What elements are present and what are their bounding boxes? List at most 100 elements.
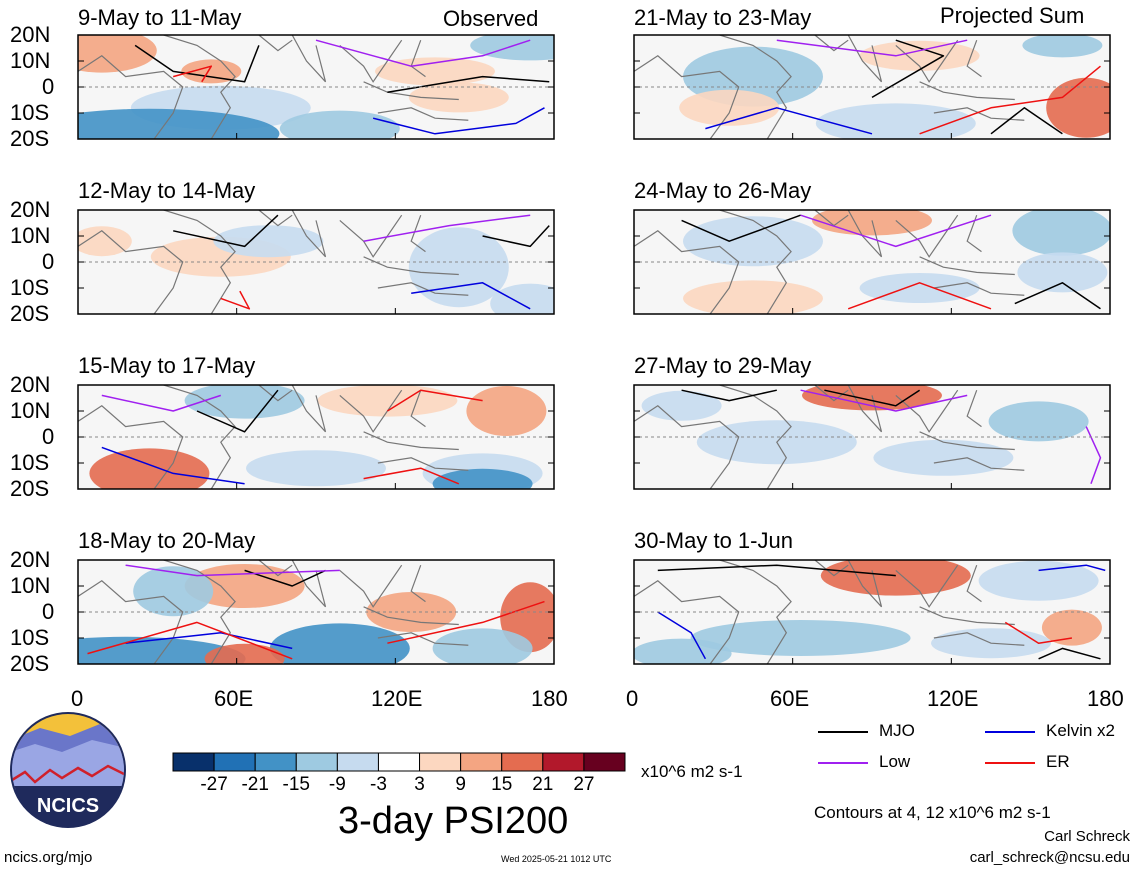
map-panel-1-0 <box>634 35 1110 139</box>
er-contour <box>363 467 460 485</box>
coastline <box>291 385 327 433</box>
y-tick-label: 20S <box>10 476 50 501</box>
kelvin-contour <box>372 107 545 135</box>
psi-anomaly-blob <box>470 35 554 61</box>
colorbar-tick-label: -3 <box>370 774 387 795</box>
psi-anomaly-blob <box>1012 210 1110 256</box>
x-tick-0-left: 0 <box>71 686 84 711</box>
coastline <box>933 107 1025 121</box>
colorbar-tick-label: -9 <box>328 774 346 795</box>
coastline <box>847 210 883 258</box>
legend-label-mjo: MJO <box>879 721 915 740</box>
footer-url[interactable]: ncics.org/mjo <box>4 849 93 866</box>
colorbar-swatch <box>501 752 544 772</box>
coastline <box>258 385 293 402</box>
y-tick-label: 20N <box>10 22 51 47</box>
y-tick-label: 20N <box>10 547 51 572</box>
y-tick-label: 20S <box>10 301 50 326</box>
colorbar-swatch <box>460 752 503 772</box>
psi-anomaly-blob <box>978 560 1099 601</box>
colorbar-swatch <box>295 752 338 772</box>
mjo-contour <box>134 44 260 83</box>
y-tick-label: 10S <box>10 275 50 300</box>
coastline <box>919 256 1015 276</box>
map-panel-0-0 <box>78 35 554 139</box>
colorbar-units: x10^6 m2 s-1 <box>641 762 743 781</box>
chart-title: 3-day PSI200 <box>338 800 569 842</box>
mjo-contour <box>196 389 279 433</box>
y-tick-label: 10N <box>10 573 51 598</box>
coastline <box>895 389 959 433</box>
coastline <box>78 405 184 489</box>
colorbar-tick-label: 21 <box>532 774 554 795</box>
psi-anomaly-blob <box>432 468 533 489</box>
y-tick-label: 10N <box>10 223 51 248</box>
x-tick-180-left: 180 <box>531 686 568 711</box>
psi-anomaly-blob <box>1041 609 1102 646</box>
coastline <box>410 389 426 428</box>
coastline <box>363 81 459 101</box>
colorbar-swatch <box>542 752 585 772</box>
psi-anomaly-blob <box>317 385 458 417</box>
panel-title-proj-1: 21-May to 23-May <box>634 5 812 30</box>
legend-label-low: Low <box>879 752 911 771</box>
colorbar-tick-label: 15 <box>491 774 513 795</box>
colorbar-swatch <box>213 752 256 772</box>
mjo-contour <box>681 214 801 242</box>
coastline <box>163 35 236 139</box>
psi-anomaly-blob <box>408 82 509 113</box>
y-tick-label: 10N <box>10 48 51 73</box>
psi-anomaly-blob <box>490 283 554 314</box>
projected-header: Projected Sum <box>940 3 1085 28</box>
map-panel-0-2 <box>78 385 554 489</box>
psi-anomaly-blob <box>988 401 1089 442</box>
psi-anomaly-blob <box>1022 35 1103 58</box>
low-contour <box>101 394 222 412</box>
psi-anomaly-blob <box>78 35 157 73</box>
coastline <box>847 385 883 433</box>
psi-anomaly-blob <box>204 643 285 664</box>
coastline <box>377 282 469 296</box>
footer-email[interactable]: carl_schreck@ncsu.edu <box>969 849 1130 866</box>
contour-note: Contours at 4, 12 x10^6 m2 s-1 <box>814 803 1051 822</box>
kelvin-contour <box>125 632 293 650</box>
coastline <box>377 457 469 471</box>
panel-title-proj-3: 27-May to 29-May <box>634 353 812 378</box>
coastline <box>163 560 236 664</box>
coastline <box>966 214 982 253</box>
colorbar-swatch <box>254 752 297 772</box>
psi-anomaly-blob <box>679 89 780 126</box>
colorbar-tick-label: 27 <box>573 774 595 795</box>
footer-author: Carl Schreck <box>1044 828 1130 845</box>
psi-anomaly-blob <box>1017 252 1108 293</box>
colorbar-tick-label: 9 <box>455 774 466 795</box>
coastline <box>933 457 1025 471</box>
y-tick-label: 20N <box>10 197 51 222</box>
psi-anomaly-blob <box>213 225 324 258</box>
colorbar-tick-label: -27 <box>200 774 228 795</box>
low-contour <box>125 564 340 577</box>
coastline <box>919 81 1015 101</box>
kelvin-contour <box>705 107 873 135</box>
coastline <box>919 606 1015 626</box>
coastline <box>634 55 740 139</box>
mjo-contour <box>244 569 326 587</box>
psi-anomaly-blob <box>1046 77 1110 138</box>
logo-text: NCICS <box>37 795 99 817</box>
ncics-logo: NCICS <box>10 712 126 828</box>
mjo-contour <box>681 389 777 402</box>
colorbar-swatch <box>172 752 215 772</box>
x-tick-180-right: 180 <box>1087 686 1124 711</box>
x-tick-120e-right: 120E <box>927 686 979 711</box>
x-tick-0-right: 0 <box>626 686 639 711</box>
colorbar-tick-label: -15 <box>282 774 310 795</box>
mjo-contour <box>1014 282 1101 310</box>
footer-timestamp: Wed 2025-05-21 1012 UTC <box>501 854 612 864</box>
low-contour <box>315 39 531 67</box>
coastline <box>719 35 792 139</box>
coastline <box>339 389 403 433</box>
y-tick-label: 0 <box>42 599 55 624</box>
coastline <box>258 35 293 52</box>
mjo-contour <box>990 107 1063 135</box>
colorbar-swatch <box>377 752 421 772</box>
